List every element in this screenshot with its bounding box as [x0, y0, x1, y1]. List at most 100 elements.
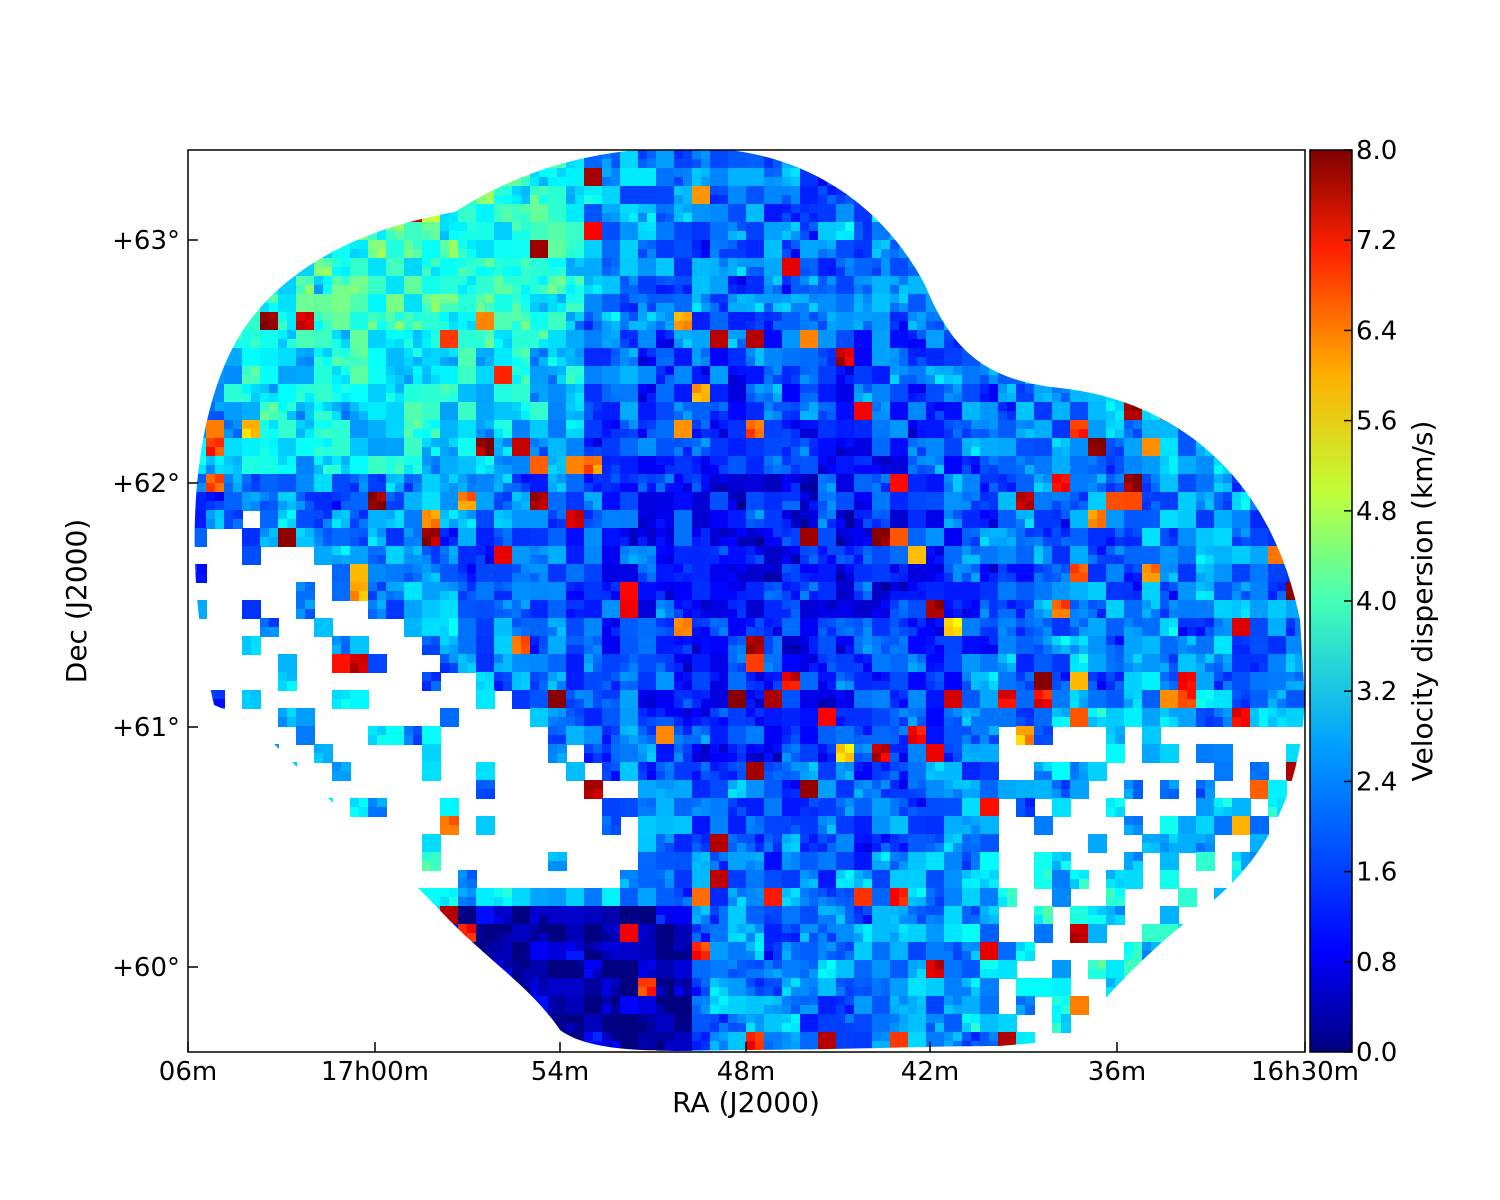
- map-pixel: [287, 762, 297, 772]
- map-pixel: [1187, 645, 1197, 655]
- map-pixel: [1241, 690, 1251, 700]
- map-pixel: [692, 735, 702, 745]
- map-pixel: [422, 546, 432, 556]
- map-pixel: [746, 744, 756, 754]
- map-pixel: [1079, 600, 1089, 610]
- map-pixel: [1070, 267, 1080, 277]
- map-pixel: [818, 456, 828, 466]
- map-pixel: [719, 303, 729, 313]
- map-pixel: [764, 393, 774, 403]
- map-pixel: [341, 690, 351, 700]
- map-pixel: [1088, 717, 1098, 727]
- map-pixel: [917, 321, 927, 331]
- map-pixel: [773, 159, 783, 169]
- map-pixel: [503, 285, 513, 295]
- map-pixel: [449, 618, 459, 628]
- map-pixel: [548, 690, 567, 709]
- map-pixel: [629, 528, 639, 538]
- map-pixel: [1070, 420, 1080, 430]
- map-pixel: [908, 717, 918, 727]
- map-pixel: [350, 312, 369, 331]
- map-pixel: [1223, 438, 1233, 448]
- map-pixel: [368, 582, 378, 592]
- map-pixel: [908, 267, 918, 277]
- map-pixel: [773, 528, 783, 538]
- map-pixel: [971, 447, 981, 457]
- map-pixel: [944, 582, 963, 601]
- map-pixel: [1205, 177, 1215, 187]
- map-pixel: [251, 186, 261, 196]
- map-pixel: [194, 402, 207, 421]
- map-pixel: [1106, 618, 1125, 637]
- map-pixel: [1088, 654, 1107, 673]
- map-pixel: [665, 465, 675, 475]
- map-pixel: [323, 267, 333, 277]
- map-pixel: [530, 294, 540, 304]
- map-pixel: [998, 600, 1008, 610]
- map-pixel: [908, 510, 927, 529]
- map-pixel: [278, 672, 288, 682]
- map-pixel: [197, 330, 207, 340]
- map-pixel: [242, 240, 261, 259]
- map-pixel: [530, 645, 540, 655]
- map-pixel: [800, 348, 819, 367]
- map-pixel: [674, 456, 693, 475]
- map-pixel: [1061, 519, 1071, 529]
- map-pixel: [1061, 717, 1071, 727]
- map-pixel: [1061, 258, 1071, 268]
- map-pixel: [422, 375, 432, 385]
- map-pixel: [971, 672, 981, 682]
- map-pixel: [521, 609, 531, 619]
- map-pixel: [1160, 708, 1170, 718]
- map-pixel: [863, 312, 873, 322]
- map-pixel: [926, 213, 936, 223]
- map-pixel: [539, 501, 549, 511]
- map-pixel: [1223, 357, 1233, 367]
- map-pixel: [422, 465, 432, 475]
- map-pixel: [395, 510, 405, 520]
- map-pixel: [530, 672, 540, 682]
- map-pixel: [1124, 276, 1134, 286]
- map-pixel: [440, 276, 459, 295]
- map-pixel: [521, 366, 531, 376]
- map-pixel: [827, 618, 837, 628]
- map-pixel: [1268, 474, 1287, 493]
- map-pixel: [1052, 672, 1062, 682]
- map-pixel: [404, 384, 423, 403]
- map-pixel: [809, 150, 819, 160]
- map-pixel: [1106, 294, 1125, 313]
- map-pixel: [611, 159, 621, 169]
- map-pixel: [602, 600, 621, 619]
- map-pixel: [1250, 564, 1269, 583]
- map-pixel: [899, 618, 909, 628]
- map-pixel: [1061, 681, 1071, 691]
- map-pixel: [908, 582, 918, 592]
- map-pixel: [818, 384, 837, 403]
- map-pixel: [1106, 438, 1116, 448]
- map-pixel: [863, 276, 873, 286]
- map-pixel: [647, 357, 657, 367]
- map-pixel: [629, 726, 639, 736]
- map-pixel: [872, 609, 882, 619]
- map-pixel: [926, 690, 945, 709]
- map-pixel: [233, 474, 243, 484]
- map-pixel: [602, 474, 612, 484]
- map-pixel: [980, 546, 999, 565]
- map-pixel: [1169, 456, 1179, 466]
- map-pixel: [746, 312, 756, 322]
- map-pixel: [1016, 519, 1026, 529]
- map-pixel: [1187, 195, 1197, 205]
- map-pixel: [1043, 735, 1053, 745]
- map-pixel: [890, 222, 900, 232]
- map-pixel: [1214, 411, 1224, 421]
- map-pixel: [197, 177, 207, 187]
- map-pixel: [575, 375, 585, 385]
- map-pixel: [674, 285, 684, 295]
- map-pixel: [1043, 294, 1053, 304]
- map-pixel: [665, 285, 675, 295]
- map-pixel: [1295, 150, 1305, 160]
- map-pixel: [1160, 420, 1179, 439]
- map-pixel: [656, 150, 675, 169]
- map-pixel: [683, 654, 693, 664]
- map-pixel: [980, 240, 999, 259]
